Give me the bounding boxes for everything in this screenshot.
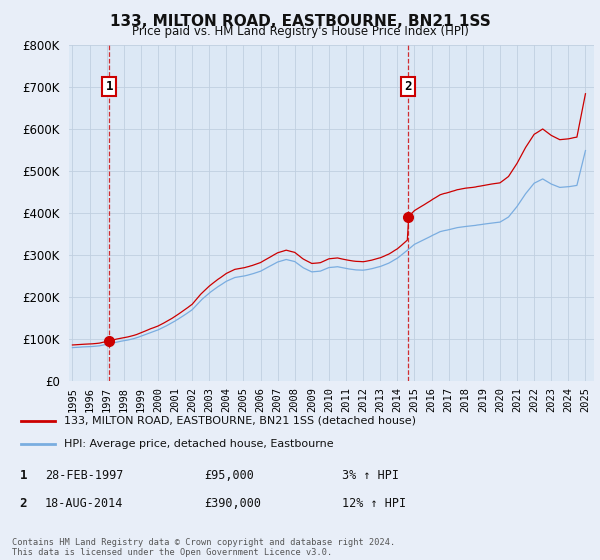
Text: 1: 1	[20, 469, 27, 482]
Text: HPI: Average price, detached house, Eastbourne: HPI: Average price, detached house, East…	[64, 439, 334, 449]
Text: 133, MILTON ROAD, EASTBOURNE, BN21 1SS: 133, MILTON ROAD, EASTBOURNE, BN21 1SS	[110, 14, 490, 29]
Text: 1: 1	[106, 80, 113, 94]
Text: 12% ↑ HPI: 12% ↑ HPI	[342, 497, 406, 510]
Text: £390,000: £390,000	[204, 497, 261, 510]
Text: 3% ↑ HPI: 3% ↑ HPI	[342, 469, 399, 482]
Text: 133, MILTON ROAD, EASTBOURNE, BN21 1SS (detached house): 133, MILTON ROAD, EASTBOURNE, BN21 1SS (…	[64, 416, 416, 426]
Text: 18-AUG-2014: 18-AUG-2014	[45, 497, 124, 510]
Text: Contains HM Land Registry data © Crown copyright and database right 2024.
This d: Contains HM Land Registry data © Crown c…	[12, 538, 395, 557]
Text: 28-FEB-1997: 28-FEB-1997	[45, 469, 124, 482]
Text: £95,000: £95,000	[204, 469, 254, 482]
Text: Price paid vs. HM Land Registry's House Price Index (HPI): Price paid vs. HM Land Registry's House …	[131, 25, 469, 38]
Text: 2: 2	[20, 497, 27, 510]
Text: 2: 2	[404, 80, 412, 94]
